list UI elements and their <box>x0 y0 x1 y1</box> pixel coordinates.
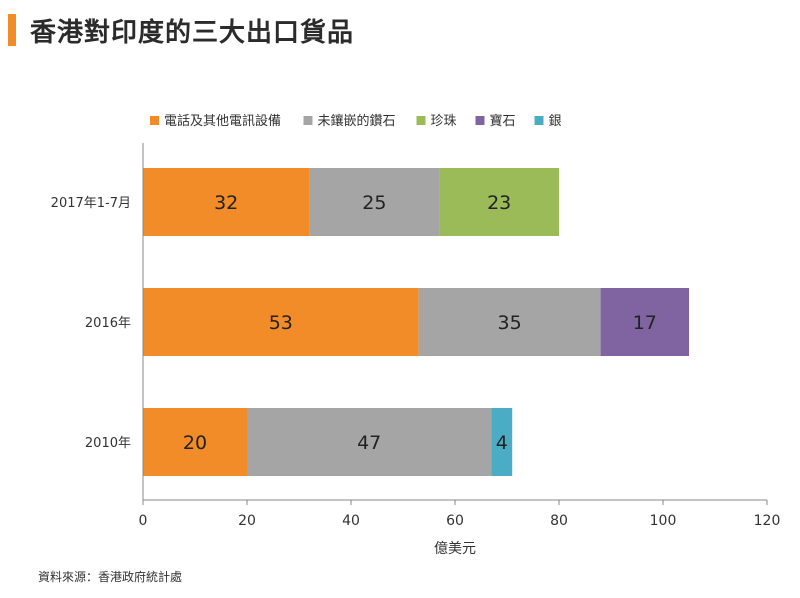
data-label-2-1: 47 <box>357 432 381 454</box>
data-label-1-1: 35 <box>498 312 522 334</box>
x-tick-label-4: 80 <box>550 513 568 529</box>
x-tick-label-6: 120 <box>754 513 781 529</box>
bar-2-1 <box>247 408 492 476</box>
category-label-1: 2016年 <box>85 316 131 331</box>
bar-1-3 <box>600 288 689 356</box>
data-label-0-2: 23 <box>487 192 511 214</box>
bar-1-0 <box>143 288 419 356</box>
x-tick-label-0: 0 <box>139 513 148 529</box>
stacked-bar-chart: 電話及其他電訊設備 未鑲嵌的鑽石 珍珠 寶石 銀 32 25 23 2017年1-7月 53 35 1… <box>51 113 781 557</box>
legend-swatch-1 <box>303 116 313 125</box>
x-tick-label-1: 20 <box>238 513 256 529</box>
x-tick-label-2: 40 <box>342 513 360 529</box>
title-accent-bar <box>8 14 16 46</box>
x-axis-title: 億美元 <box>434 541 476 557</box>
bar-0-1 <box>309 168 440 236</box>
bar-2-0 <box>143 408 247 476</box>
data-label-1-3: 17 <box>633 312 657 334</box>
data-label-2-4: 4 <box>496 432 508 454</box>
category-label-0: 2017年1-7月 <box>51 196 131 211</box>
legend-label-1: 未鑲嵌的鑽石 <box>318 113 396 129</box>
bar-1-1 <box>418 288 601 356</box>
category-label-2: 2010年 <box>85 436 131 451</box>
data-label-0-0: 32 <box>214 192 238 214</box>
data-label-0-1: 25 <box>362 192 386 214</box>
legend-label-4: 銀 <box>549 114 562 129</box>
x-tick-label-5: 100 <box>650 513 677 529</box>
source-note: 資料來源：香港政府統計處 <box>38 570 183 584</box>
bar-0-0 <box>143 168 310 236</box>
bar-0-2 <box>439 168 559 236</box>
x-tick-label-3: 60 <box>446 513 464 529</box>
bar-2-4 <box>491 408 513 476</box>
legend-label-3: 寶石 <box>490 113 516 129</box>
legend-label-2: 珍珠 <box>431 114 457 129</box>
data-label-1-0: 53 <box>269 312 293 334</box>
data-label-2-0: 20 <box>183 432 207 454</box>
legend-label-0: 電話及其他電訊設備 <box>164 113 281 129</box>
page-title: 香港對印度的三大出口貨品 <box>30 18 355 48</box>
legend-swatch-2 <box>416 116 426 125</box>
legend-swatch-3 <box>475 116 485 125</box>
legend-swatch-0 <box>150 116 159 125</box>
legend-swatch-4 <box>534 116 544 125</box>
